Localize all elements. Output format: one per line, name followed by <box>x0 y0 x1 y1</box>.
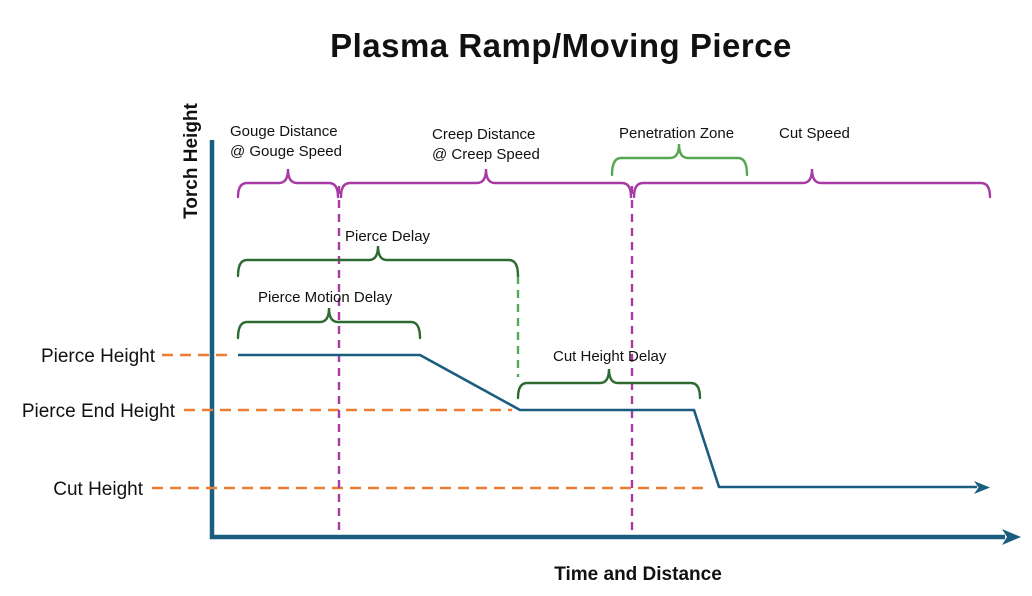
creep-distance-label-line1: Creep Distance <box>432 126 535 143</box>
gouge-distance-label-line2: @ Gouge Speed <box>230 143 342 160</box>
pierce-height-label: Pierce Height <box>41 346 156 367</box>
y-axis-label: Torch Height <box>181 102 202 218</box>
pierce-end-height-label: Pierce End Height <box>22 401 176 422</box>
creep-distance-brace <box>339 168 633 199</box>
pierce-delay-brace <box>236 245 520 278</box>
axes-lines <box>209 140 1005 540</box>
cut-speed-brace <box>632 168 992 199</box>
torch-height-curve-arrow-icon <box>974 481 990 494</box>
penetration-zone-brace <box>610 143 749 177</box>
cut-height-label: Cut Height <box>53 479 143 500</box>
cut-height-delay-label: Cut Height Delay <box>553 348 667 365</box>
gouge-distance-label-line1: Gouge Distance <box>230 123 338 140</box>
x-axis-label: Time and Distance <box>554 564 722 585</box>
cut-speed-label: Cut Speed <box>779 125 850 142</box>
penetration-zone-label: Penetration Zone <box>619 125 734 142</box>
creep-distance-label-line2: @ Creep Speed <box>432 146 540 163</box>
pierce-delay-label: Pierce Delay <box>345 228 431 245</box>
pierce-motion-delay-label: Pierce Motion Delay <box>258 289 393 306</box>
pierce-motion-delay-brace <box>236 307 422 340</box>
gouge-distance-brace <box>236 168 340 199</box>
x-axis-arrow-icon <box>1002 529 1021 545</box>
diagram-title: Plasma Ramp/Moving Pierce <box>330 27 792 64</box>
torch-height-curve <box>238 353 977 489</box>
cut-height-delay-brace <box>516 368 702 400</box>
